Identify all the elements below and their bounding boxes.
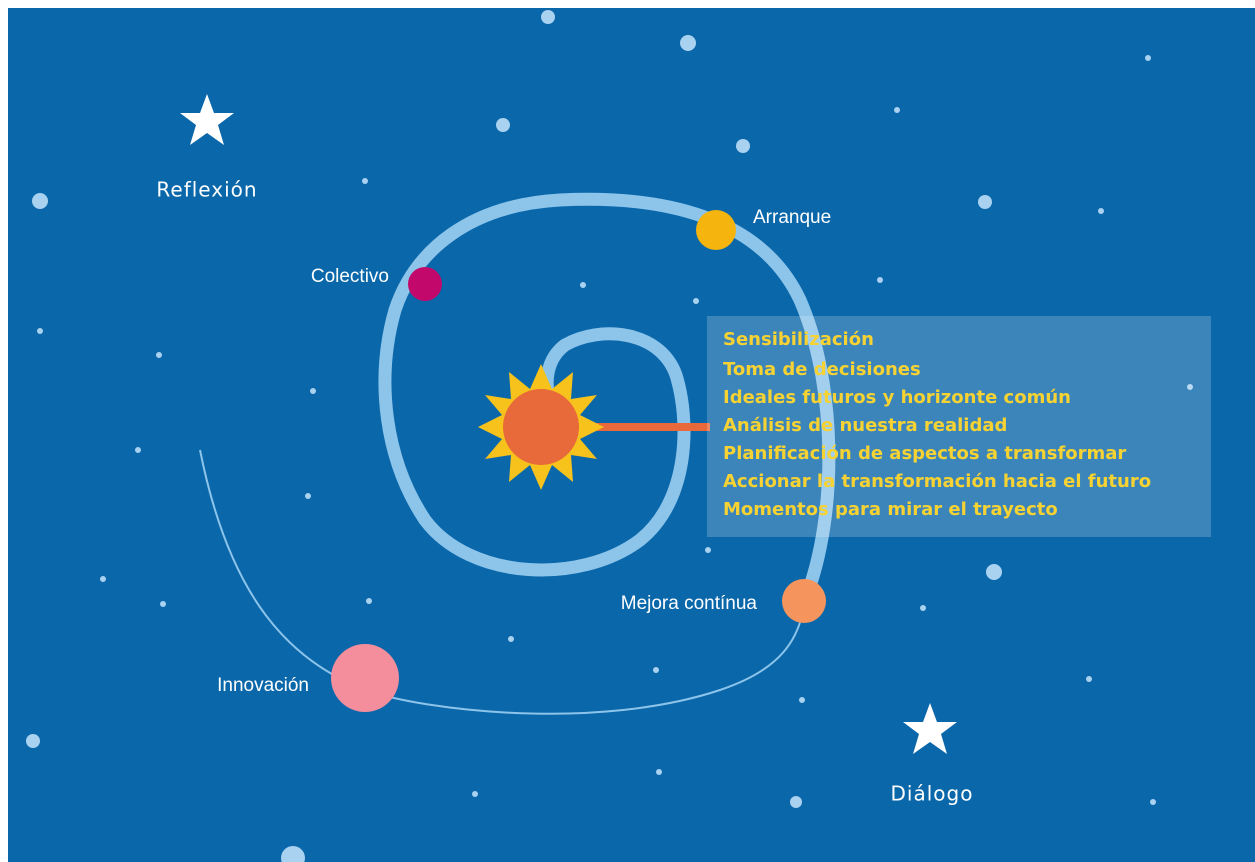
diagram: Sensibilización Toma de decisiones Ideal…	[0, 0, 1255, 862]
sky-dot	[156, 352, 162, 358]
milestone-label: Colectivo	[311, 266, 389, 287]
sky-dot	[100, 576, 106, 582]
landmark-label: Diálogo	[891, 782, 974, 806]
sky-dot	[160, 601, 166, 607]
sky-dot	[799, 697, 805, 703]
sky-dot	[135, 447, 141, 453]
sky-dot	[877, 277, 883, 283]
sky-dot	[1150, 799, 1156, 805]
phase: Análisis de nuestra realidad	[723, 415, 1007, 436]
sky-dot	[656, 769, 662, 775]
sky-dot	[653, 667, 659, 673]
sky-dot	[472, 791, 478, 797]
phase: Ideales futuros y horizonte común	[723, 387, 1071, 408]
sky-dot	[705, 547, 711, 553]
sky-dot	[366, 598, 372, 604]
sky-dot	[310, 388, 316, 394]
sky-dot	[32, 193, 48, 209]
sky-dot	[362, 178, 368, 184]
sky-dot	[920, 605, 926, 611]
milestone-label: Innovación	[217, 675, 309, 696]
milestone-label: Arranque	[753, 207, 831, 228]
sky-dot	[508, 636, 514, 642]
phase: Accionar la transformación hacia el futu…	[723, 471, 1151, 492]
sky-dot	[978, 195, 992, 209]
node-mejora	[782, 579, 826, 623]
phase: Sensibilización	[723, 329, 874, 350]
sky-dot	[986, 564, 1002, 580]
page: Sensibilización Toma de decisiones Ideal…	[0, 0, 1255, 862]
node-colectivo	[408, 267, 442, 301]
sky-dot	[496, 118, 510, 132]
sky-dot	[680, 35, 696, 51]
sky-dot	[305, 493, 311, 499]
milestone-label: Mejora contínua	[621, 593, 758, 614]
node-arranque	[696, 210, 736, 250]
sky-dot	[1098, 208, 1104, 214]
sky-dot	[37, 328, 43, 334]
sky-dot	[894, 107, 900, 113]
sky-dot	[580, 282, 586, 288]
phase: Planificación de aspectos a transformar	[723, 443, 1126, 464]
phase: Toma de decisiones	[723, 359, 921, 380]
sky-dot	[26, 734, 40, 748]
sky-dot	[541, 10, 555, 24]
phase: Momentos para mirar el trayecto	[723, 499, 1058, 520]
sky-dot	[790, 796, 802, 808]
sky-dot	[736, 139, 750, 153]
sky-dot	[1145, 55, 1151, 61]
landmark-label: Reflexión	[156, 178, 257, 202]
sky-dot	[693, 298, 699, 304]
sky-dot	[1086, 676, 1092, 682]
node-innovacion	[331, 644, 399, 712]
